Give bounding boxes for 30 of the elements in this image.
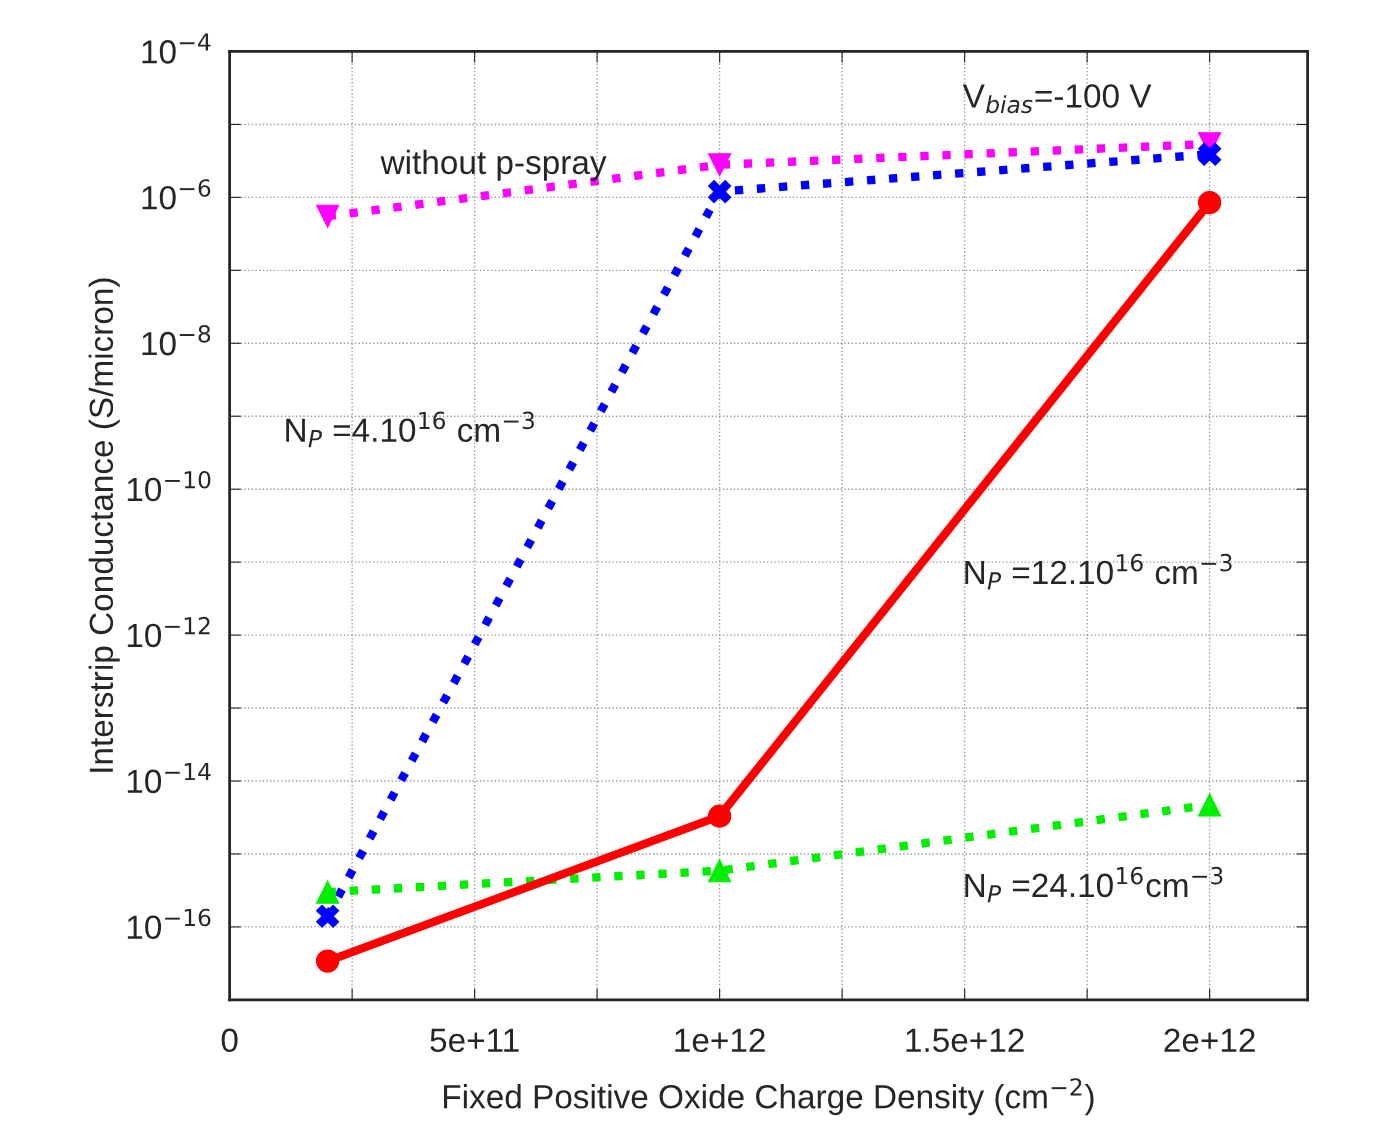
- point: [315, 204, 340, 228]
- y-tick-label: 10$^{−16}$: [127, 908, 211, 940]
- annotation: V$_{bias}$=-100 V: [962, 84, 1152, 114]
- point: [315, 904, 340, 928]
- y-tick-label: 10$^{−8}$: [142, 325, 211, 356]
- x-tick-label: 5e+11: [430, 1028, 519, 1053]
- annotation: N$_{P}$ =4.10$^{16}$ cm$^{−3}$: [286, 411, 534, 448]
- point: [315, 949, 340, 973]
- point: [1197, 142, 1222, 166]
- y-tick-label: 10$^{−12}$: [127, 616, 210, 648]
- point: [707, 179, 732, 204]
- point: [707, 153, 732, 177]
- x-tick-label: 1.5e+12: [906, 1028, 1024, 1053]
- y-tick-label: 10$^{−4}$: [142, 33, 211, 64]
- point: [1197, 190, 1222, 215]
- point: [707, 804, 732, 828]
- point: [1197, 793, 1222, 817]
- x-tick-label: 0: [221, 1028, 238, 1053]
- annotation: without p-spray: [380, 149, 607, 181]
- x-tick-label: 2e+12: [1164, 1028, 1255, 1053]
- y-tick-label: 10$^{−6}$: [142, 179, 211, 210]
- y-axis-title: Interstrip Conductance (S/micron): [88, 278, 120, 772]
- point: [707, 859, 732, 883]
- x-axis-title: Fixed Positive Oxide Charge Density (cm$^{−2}$): [444, 1078, 1094, 1116]
- annotation: N$_{P}$ =12.10$^{16}$ cm$^{−3}$: [965, 553, 1232, 590]
- x-tick-label: 1e+12: [675, 1028, 765, 1053]
- point: [315, 880, 340, 904]
- y-tick-label: 10$^{−10}$: [127, 470, 211, 502]
- y-tick-label: 10$^{−14}$: [127, 763, 211, 794]
- annotation: N$_{P}$ =24.10$^{16}$cm$^{−3}$: [965, 866, 1223, 903]
